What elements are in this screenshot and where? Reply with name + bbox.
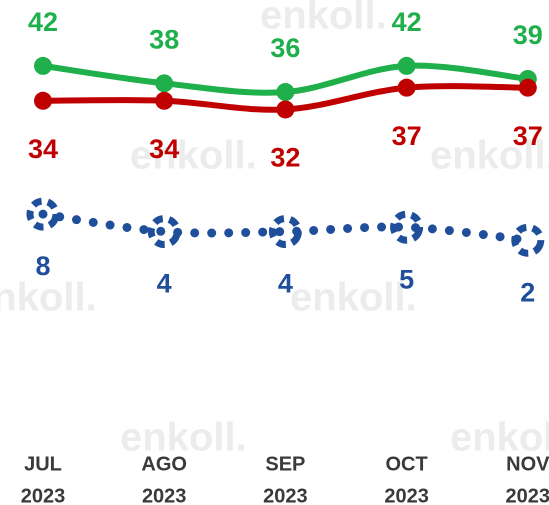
marker: [276, 83, 295, 102]
marker: [268, 215, 302, 249]
data-label: 37: [513, 121, 543, 151]
data-label: 32: [270, 143, 300, 173]
series-line: [38, 209, 533, 245]
x-tick-label: OCT: [385, 453, 427, 475]
marker: [390, 210, 424, 244]
marker: [34, 56, 52, 75]
x-tick-label: 2023: [21, 485, 66, 505]
data-label: 5: [399, 264, 414, 294]
data-label: 34: [149, 134, 179, 164]
marker: [155, 74, 174, 93]
x-tick-label: 2023: [506, 485, 549, 505]
marker: [147, 215, 181, 249]
marker: [26, 197, 60, 231]
watermark: enkoll.: [120, 416, 247, 460]
marker: [34, 91, 52, 110]
x-tick-label: 2023: [384, 485, 429, 505]
x-tick-label: 2023: [142, 485, 187, 505]
x-tick-label: 2023: [263, 485, 308, 505]
marker-ring: [147, 215, 181, 249]
x-tick-label: JUL: [24, 453, 62, 475]
data-label: 34: [28, 134, 58, 164]
marker-ring: [390, 210, 424, 244]
marker-ring: [26, 197, 60, 231]
data-label: 2: [520, 277, 535, 307]
watermarks: enkoll. enkoll. enkoll. enkoll. enkoll. enkol…: [0, 0, 549, 460]
marker-ring: [268, 215, 302, 249]
watermark: enkoll.: [430, 134, 549, 178]
x-tick-label: NOV: [506, 453, 549, 475]
watermark: enkoll.: [290, 276, 417, 320]
data-label: 42: [28, 7, 58, 37]
x-tick-label: SEP: [265, 453, 305, 475]
data-label: 39: [513, 20, 543, 50]
watermark: enkoll.: [130, 134, 257, 178]
marker: [511, 223, 545, 257]
marker: [397, 56, 416, 75]
marker-ring: [511, 223, 545, 257]
marker: [276, 100, 295, 119]
x-tick-label: AGO: [141, 453, 187, 475]
data-label: 4: [157, 269, 172, 299]
marker: [155, 91, 174, 110]
watermark: enkoll.: [450, 416, 549, 460]
data-label: 36: [270, 33, 300, 63]
marker: [518, 78, 537, 97]
data-label: 4: [278, 269, 293, 299]
data-label: 42: [392, 7, 422, 37]
data-label: 8: [35, 251, 50, 281]
watermark: enkoll.: [0, 276, 97, 320]
watermark: enkoll.: [260, 0, 387, 38]
data-label: 37: [392, 121, 422, 151]
data-label: 38: [149, 24, 179, 54]
marker: [397, 78, 416, 97]
